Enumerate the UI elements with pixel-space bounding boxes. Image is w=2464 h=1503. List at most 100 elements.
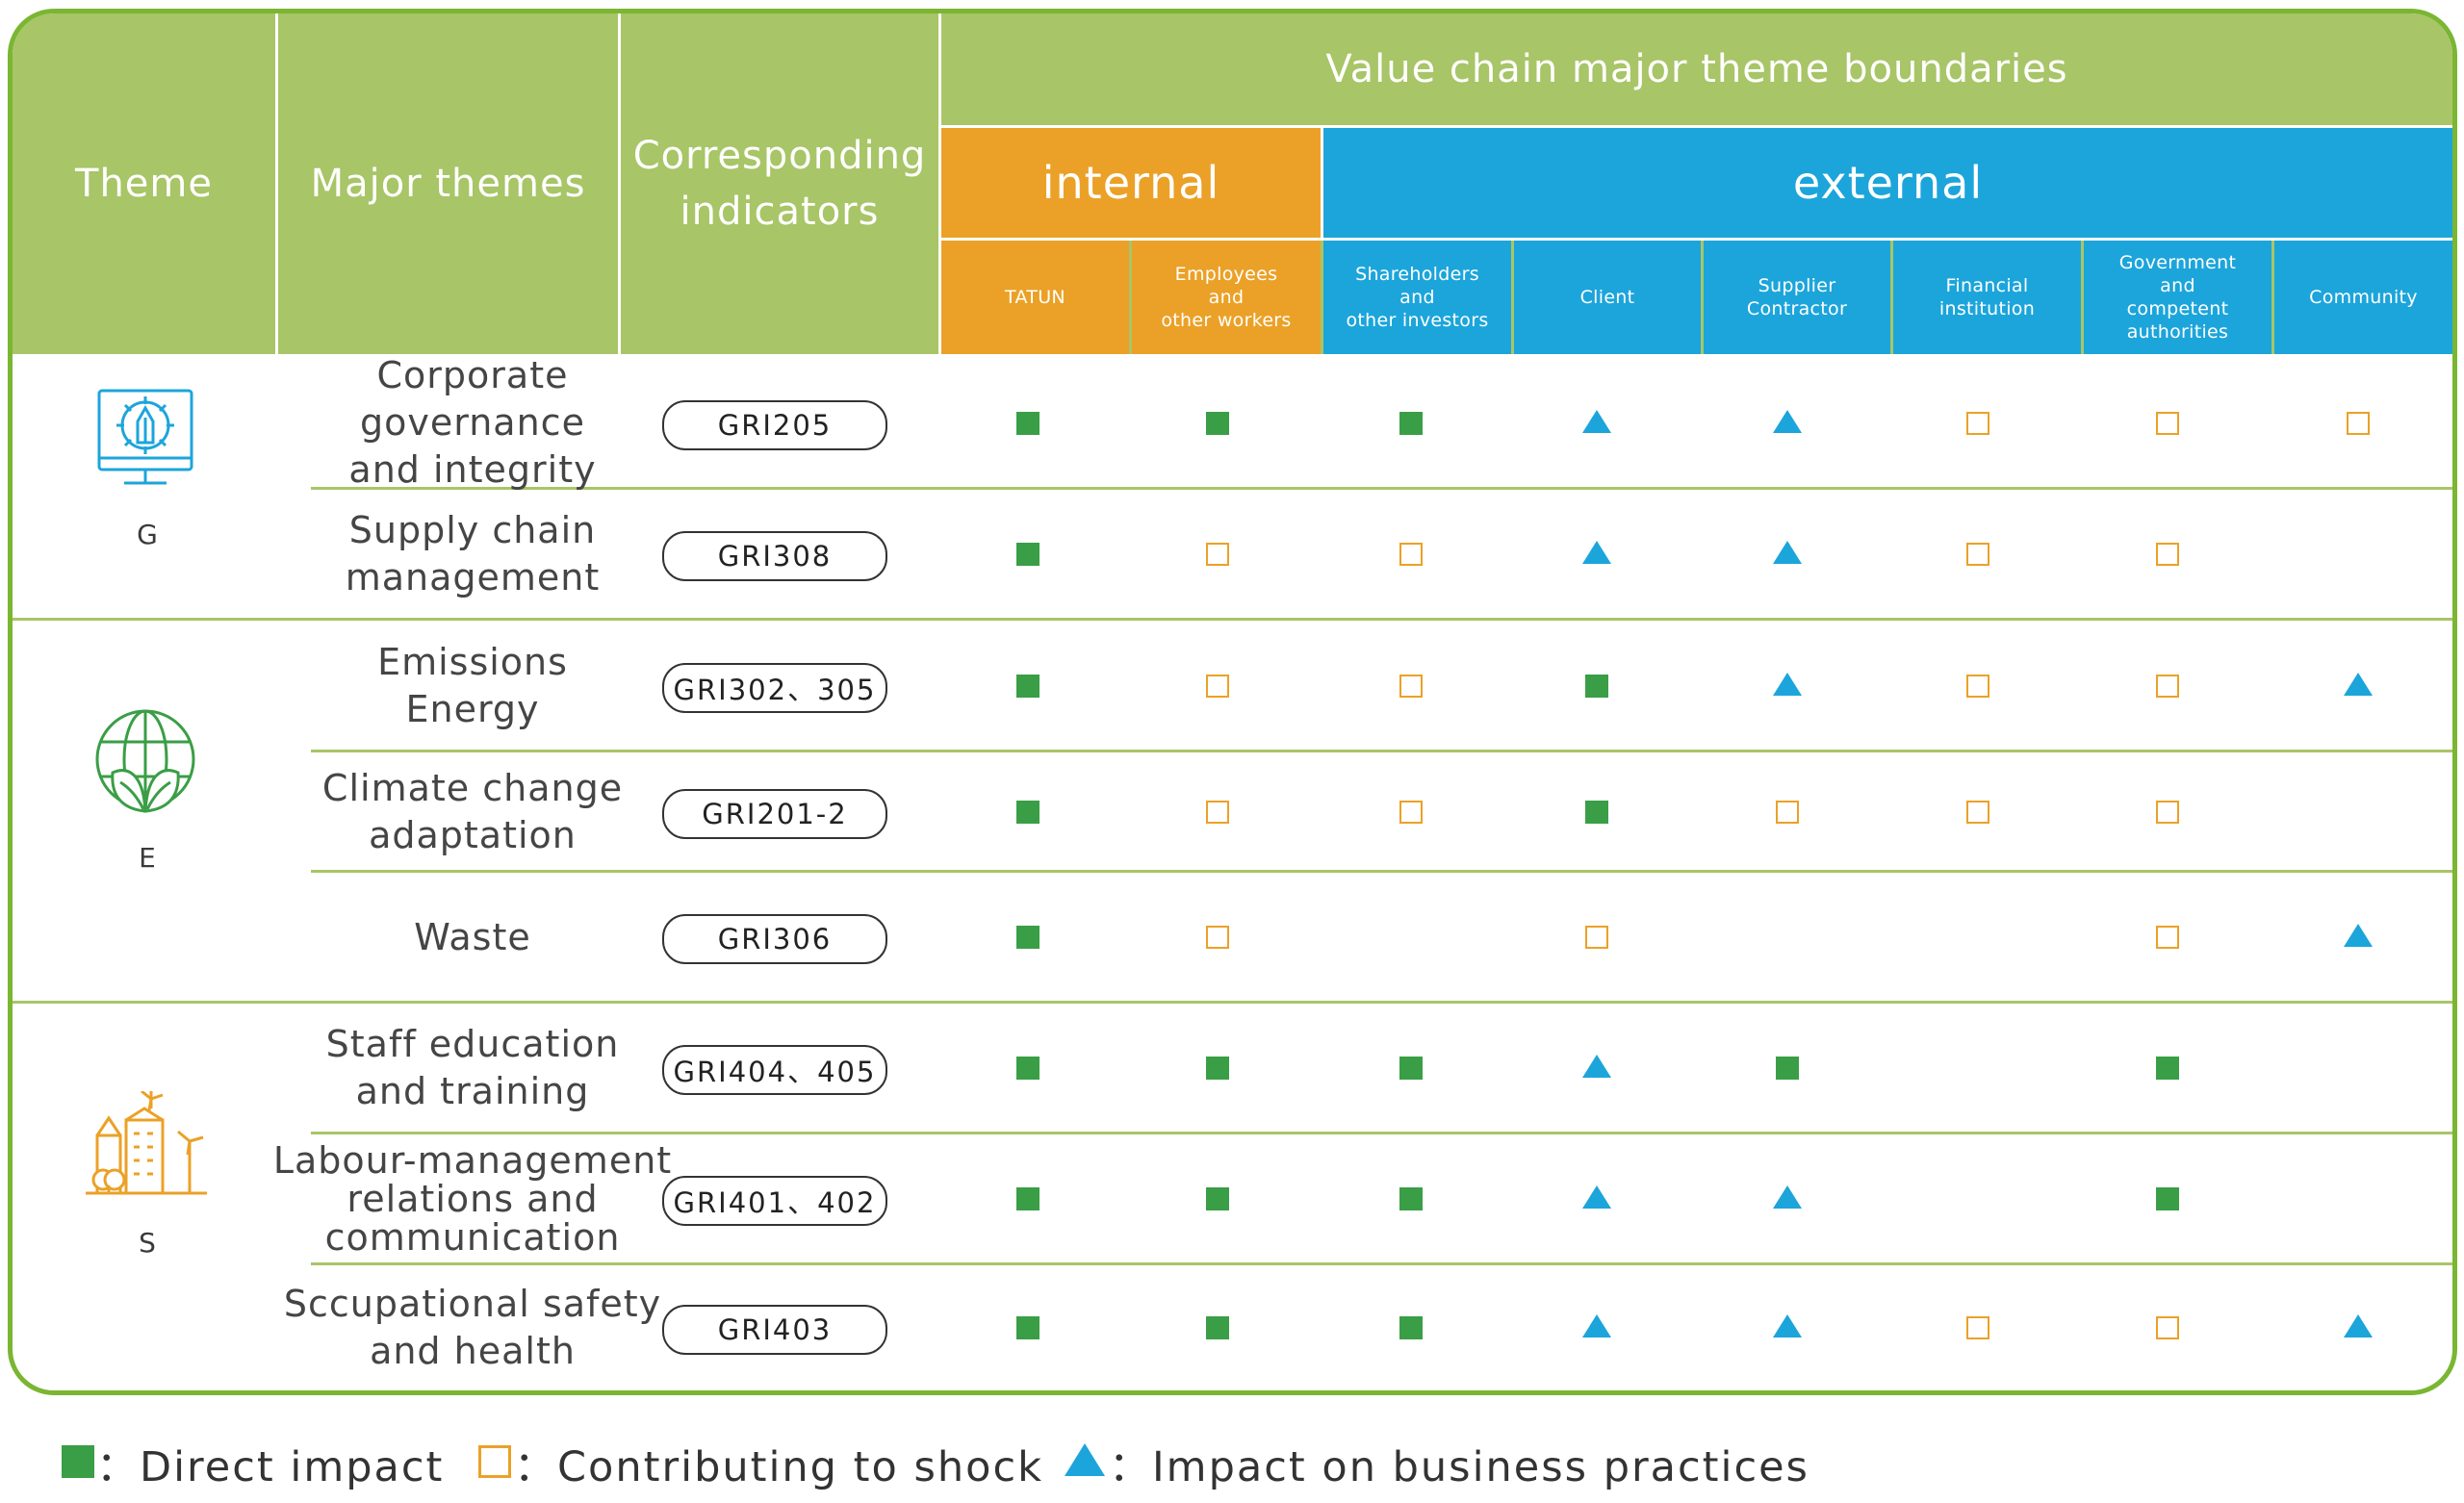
direct-impact-icon	[1016, 411, 1040, 435]
major-theme-line: Staff education	[325, 1023, 620, 1065]
direct-impact-icon	[1399, 411, 1423, 435]
business-impact-icon	[2344, 924, 2373, 947]
contributing-impact-icon	[1206, 674, 1229, 698]
direct-impact-icon	[1206, 1315, 1229, 1339]
major-theme-line: Corporate governance	[360, 354, 585, 444]
direct-impact-icon	[1399, 1057, 1423, 1080]
direct-impact-icon	[1776, 1057, 1799, 1080]
major-theme-line: communication	[324, 1216, 621, 1259]
contributing-impact-icon	[1966, 674, 1989, 698]
theme-group-letter: S	[139, 1227, 156, 1259]
gri-indicator-pill: GRI306	[662, 914, 887, 964]
materiality-table: Theme Major themes Corresponding indicat…	[8, 9, 2457, 1395]
gri-indicator-pill: GRI302、305	[662, 662, 887, 713]
contributing-impact-icon	[1206, 800, 1229, 824]
row-divider	[311, 487, 2452, 490]
contributing-impact-icon	[2156, 926, 2179, 949]
major-theme-cell: Corporate governance and integrity	[270, 354, 675, 491]
major-theme-line: Labour-management	[272, 1139, 673, 1182]
business-impact-icon	[1582, 541, 1611, 564]
stakeholder-header-line: TATUN	[1005, 287, 1065, 308]
stakeholder-header-line: and	[2160, 275, 2195, 296]
contributing-impact-icon	[1966, 543, 1989, 566]
direct-impact-icon	[1016, 926, 1040, 949]
major-theme-cell: Climate change adaptation	[270, 752, 675, 872]
group-divider	[13, 1001, 2452, 1004]
header-divider	[938, 13, 941, 354]
contributing-impact-icon	[1399, 800, 1423, 824]
contributing-impact-icon	[2156, 543, 2179, 566]
governance-gear-pen-icon	[91, 383, 199, 495]
contributing-impact-icon	[2156, 800, 2179, 824]
direct-impact-icon	[1016, 1315, 1040, 1339]
major-theme-line: and health	[370, 1329, 576, 1372]
direct-impact-icon	[1016, 543, 1040, 566]
direct-impact-icon	[1399, 1315, 1423, 1339]
contributing-impact-icon	[1399, 543, 1423, 566]
direct-impact-icon	[1206, 1187, 1229, 1210]
stakeholder-header: TATUN	[941, 241, 1129, 354]
contributing-impact-icon	[1966, 1315, 1989, 1339]
social-city-windmill-icon	[84, 1089, 209, 1203]
gri-indicator-pill: GRI308	[662, 531, 887, 581]
header-value-chain: Value chain major theme boundaries	[1325, 47, 2068, 91]
header-divider	[618, 13, 621, 354]
stakeholder-header-line: other investors	[1346, 310, 1489, 331]
stakeholder-header-line: Financial	[1945, 275, 2029, 296]
stakeholder-header: Shareholders and other investors	[1323, 241, 1511, 354]
major-theme-line: Emissions	[377, 640, 568, 683]
major-theme-line: Sccupational safety	[283, 1282, 662, 1325]
row-divider	[311, 750, 2452, 752]
legend-direct-label: ：Direct impact	[96, 1443, 445, 1491]
stakeholder-header-line: competent	[2126, 298, 2229, 319]
major-theme-line: Waste	[414, 915, 531, 958]
row-divider	[311, 1132, 2452, 1134]
contributing-impact-icon	[1399, 674, 1423, 698]
contributing-impact-icon	[1966, 411, 1989, 435]
business-impact-icon	[1582, 1185, 1611, 1209]
contributing-impact-icon	[1206, 543, 1229, 566]
stakeholder-header: Client	[1514, 241, 1701, 354]
major-theme-line: and integrity	[348, 448, 597, 491]
major-theme-cell: Emissions Energy	[270, 620, 675, 752]
major-theme-cell: Sccupational safety and health	[270, 1264, 675, 1390]
legend-contributing-label: ：Contributing to shock	[514, 1443, 1043, 1491]
direct-impact-icon	[2156, 1057, 2179, 1080]
gri-indicator-pill: GRI205	[662, 399, 887, 450]
stakeholder-header-line: institution	[1938, 298, 2036, 319]
direct-impact-icon	[1399, 1187, 1423, 1210]
row-divider	[311, 1262, 2452, 1265]
contributing-impact-icon	[1776, 800, 1799, 824]
header-external: external	[1323, 128, 2452, 238]
header-divider	[941, 238, 2452, 241]
major-theme-line: Energy	[405, 687, 540, 730]
business-impact-icon	[1582, 1313, 1611, 1337]
stakeholder-header-line: Client	[1579, 287, 1635, 308]
major-theme-line: management	[345, 556, 601, 599]
direct-impact-icon	[1585, 674, 1608, 698]
major-theme-line: adaptation	[369, 813, 577, 856]
stakeholder-header-line: Shareholders	[1355, 264, 1479, 285]
stakeholder-header: Community	[2274, 241, 2452, 354]
business-impact-icon	[1773, 672, 1802, 696]
direct-impact-icon	[1206, 411, 1229, 435]
group-divider	[13, 618, 2452, 621]
stakeholder-header-line: authorities	[2126, 321, 2229, 343]
header-theme: Theme	[75, 162, 213, 206]
stakeholder-header-line: Community	[2309, 287, 2418, 308]
major-theme-cell: Supply chain management	[270, 489, 675, 620]
business-impact-icon	[1773, 1313, 1802, 1337]
contributing-impact-icon	[2156, 674, 2179, 698]
major-theme-cell: Labour-management relations and communicat…	[270, 1134, 675, 1264]
direct-impact-icon	[1016, 800, 1040, 824]
header-corresponding-indicators: Corresponding indicators	[632, 134, 927, 234]
legend-business-label: ：Impact on business practices	[1109, 1443, 1810, 1491]
gri-indicator-pill: GRI404、405	[662, 1045, 887, 1095]
major-theme-cell: Staff education and training	[270, 1003, 675, 1134]
stakeholder-header-line: and	[1399, 287, 1435, 308]
legend-business-icon	[1065, 1443, 1105, 1476]
gri-indicator-pill: GRI401、402	[662, 1176, 887, 1226]
stakeholder-header-line: Government	[2118, 252, 2237, 273]
business-impact-icon	[1582, 1055, 1611, 1078]
major-theme-line: and training	[355, 1070, 590, 1112]
